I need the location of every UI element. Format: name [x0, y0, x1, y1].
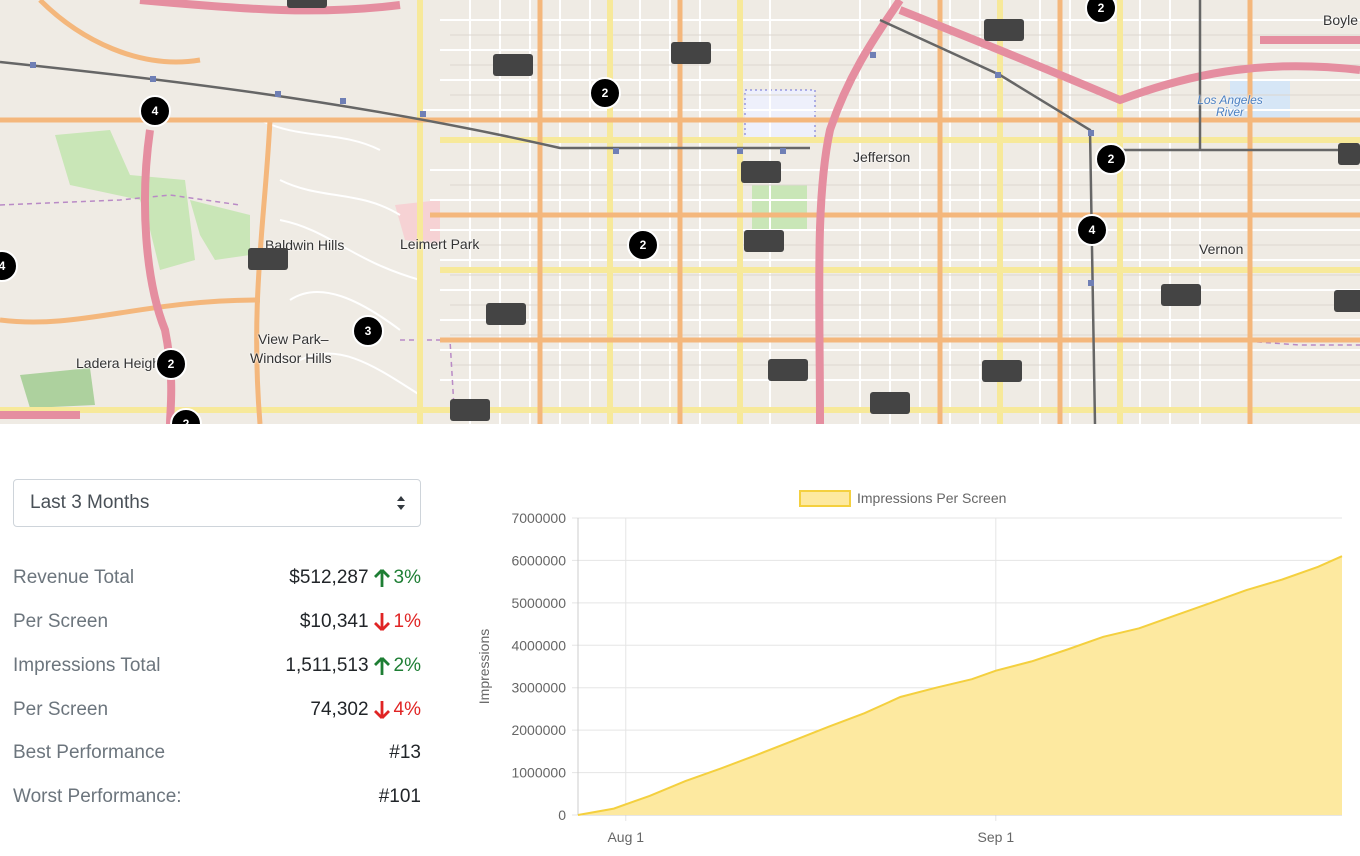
trend-indicator: 1%	[373, 611, 421, 633]
river-label: Los Angeles River	[1197, 93, 1263, 119]
cluster-marker[interactable]: 2	[589, 77, 621, 109]
select-caret-icon	[397, 496, 405, 510]
y-tick-label: 2000000	[511, 722, 566, 738]
trend-change: 4%	[393, 699, 421, 720]
screen-marker[interactable]	[1334, 290, 1360, 312]
x-tick-label: Sep 1	[978, 829, 1015, 845]
stat-label: Revenue Total	[13, 567, 135, 588]
y-tick-label: 5000000	[511, 595, 566, 611]
screen-marker[interactable]	[450, 399, 490, 421]
arrow-up-icon	[373, 569, 390, 587]
y-tick-label: 3000000	[511, 680, 566, 696]
stat-label: Worst Performance:	[13, 786, 182, 807]
screen-marker[interactable]	[287, 0, 327, 8]
screen-marker[interactable]	[741, 161, 781, 183]
cluster-marker[interactable]: 3	[352, 315, 384, 347]
place-label: Ladera Heights	[76, 355, 171, 371]
stat-value-group: 1,511,513 2%	[285, 655, 421, 677]
screen-marker[interactable]	[248, 248, 288, 270]
screen-marker[interactable]	[671, 42, 711, 64]
screen-marker[interactable]	[1161, 284, 1201, 306]
y-tick-label: 6000000	[511, 552, 566, 568]
period-select[interactable]: Last 3 Months	[13, 479, 421, 527]
place-label: View Park–	[258, 331, 329, 347]
map-tiles	[0, 0, 1360, 424]
trend-indicator: 4%	[373, 699, 421, 721]
stat-value: #13	[389, 742, 421, 763]
place-label: Leimert Park	[400, 236, 480, 252]
stat-value: 74,302	[310, 699, 369, 720]
trend-change: 1%	[393, 611, 421, 632]
screen-marker[interactable]	[768, 359, 808, 381]
screen-marker[interactable]	[486, 303, 526, 325]
series-line-impressions-per-screen	[577, 555, 1343, 816]
screen-marker[interactable]	[984, 19, 1024, 41]
place-label: Windsor Hills	[250, 350, 332, 366]
y-tick-label: 0	[558, 807, 566, 823]
cluster-marker[interactable]: 2	[155, 348, 187, 380]
impressions-chart: 0 1000000 2000000 3000000 4000000 5000000 6000…	[476, 490, 1343, 845]
screen-marker[interactable]	[744, 230, 784, 252]
stat-label: Best Performance	[13, 742, 166, 763]
place-label: Boyle	[1323, 12, 1359, 28]
screen-marker[interactable]	[982, 360, 1022, 382]
period-select-value: Last 3 Months	[30, 492, 150, 513]
cluster-marker[interactable]: 4	[139, 95, 171, 127]
y-axis-title: Impressions	[476, 629, 492, 704]
y-tick-label: 1000000	[511, 765, 566, 781]
stat-value-group: #101	[379, 786, 421, 808]
stat-value: 1,511,513	[285, 655, 369, 676]
screen-marker[interactable]	[1338, 143, 1360, 165]
screen-marker[interactable]	[870, 392, 910, 414]
stat-row: Per Screen $10,341 1%	[13, 608, 421, 636]
stat-value-group: 74,302 4%	[310, 699, 421, 721]
trend-indicator: 2%	[373, 655, 421, 677]
stat-row: Revenue Total $512,287 3%	[13, 564, 421, 592]
cluster-marker[interactable]: 2	[1095, 143, 1127, 175]
stat-value-group: $512,287 3%	[289, 567, 421, 589]
legend-swatch	[799, 490, 851, 507]
screen-marker[interactable]	[493, 54, 533, 76]
stat-row: Impressions Total 1,511,513 2%	[13, 652, 421, 680]
stat-row: Best Performance #13	[13, 739, 421, 767]
stat-row: Worst Performance: #101	[13, 783, 421, 811]
trend-change: 2%	[393, 655, 421, 676]
arrow-down-icon	[373, 613, 390, 631]
stat-label: Impressions Total	[13, 655, 161, 676]
cluster-marker[interactable]: 2	[627, 229, 659, 261]
stat-value: #101	[378, 786, 421, 807]
stat-row: Per Screen 74,302 4%	[13, 696, 421, 724]
place-label: Jefferson	[853, 149, 911, 165]
map[interactable]: Baldwin Hills Leimert Park Jefferson Ver…	[0, 0, 1360, 424]
x-tick-label: Aug 1	[607, 829, 644, 845]
trend-indicator: 3%	[373, 567, 421, 589]
stat-value: $10,341	[299, 611, 369, 632]
cluster-marker[interactable]: 4	[1076, 214, 1108, 246]
stat-value-group: $10,341 1%	[300, 611, 421, 633]
y-tick-label: 4000000	[511, 637, 566, 653]
stat-value: $512,287	[289, 567, 369, 588]
trend-change: 3%	[393, 567, 421, 588]
arrow-down-icon	[373, 701, 390, 719]
series-area-impressions-per-screen	[578, 556, 1342, 815]
arrow-up-icon	[373, 657, 390, 675]
stat-value-group: #13	[389, 742, 421, 764]
stat-label: Per Screen	[13, 611, 109, 632]
y-tick-label: 7000000	[511, 510, 566, 526]
stat-label: Per Screen	[13, 699, 109, 720]
place-label: Vernon	[1199, 241, 1244, 257]
legend-label: Impressions Per Screen	[857, 490, 1006, 506]
